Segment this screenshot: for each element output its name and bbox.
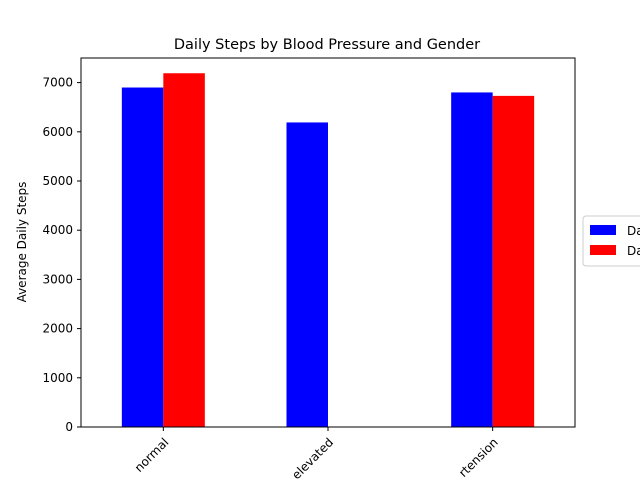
bar-hypertension-series-1 (451, 92, 493, 427)
bar-hypertension-series-2 (492, 95, 535, 427)
legend: Da Da (582, 215, 640, 267)
y-axis: 0 1000 2000 3000 4000 5000 6000 7000 (42, 76, 81, 434)
x-tick-label: rtension (456, 435, 501, 480)
y-tick-label: 5000 (42, 174, 73, 188)
legend-label-1: Da (627, 224, 640, 238)
y-tick-label: 2000 (42, 322, 73, 336)
y-axis-label: Average Daily Steps (15, 182, 29, 303)
chart-title: Daily Steps by Blood Pressure and Gender (174, 37, 480, 53)
bar-normal-series-1 (121, 87, 164, 428)
bars-group (121, 73, 535, 428)
y-tick-label: 6000 (42, 125, 73, 139)
y-tick-label: 4000 (42, 223, 73, 237)
bar-normal-series-2 (163, 73, 205, 427)
y-tick-label: 0 (65, 420, 73, 434)
bar-elevated-series-1 (286, 122, 328, 427)
x-axis: normal elevated rtension (132, 427, 501, 480)
y-tick-label: 7000 (42, 76, 73, 90)
legend-label-2: Da (627, 244, 640, 258)
y-tick-label: 3000 (42, 272, 73, 286)
y-tick-label: 1000 (42, 371, 73, 385)
legend-swatch-1 (590, 225, 616, 235)
x-tick-label: elevated (289, 435, 336, 480)
x-tick-label: normal (132, 435, 172, 475)
legend-swatch-2 (590, 245, 616, 255)
